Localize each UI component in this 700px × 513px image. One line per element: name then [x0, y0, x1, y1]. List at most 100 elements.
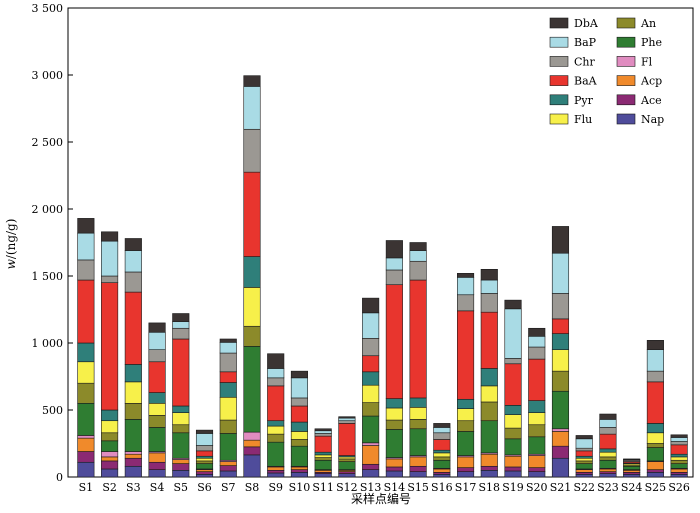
bar-stack-s24	[623, 458, 641, 478]
bar-segment-ace	[575, 472, 593, 475]
y-tick-label: 2 500	[32, 136, 64, 149]
bar-segment-flu	[172, 412, 190, 426]
bar-segment-phe	[243, 346, 261, 433]
bar-segment-chr	[409, 260, 427, 281]
bar-segment-an	[599, 456, 617, 461]
bar-segment-flu	[195, 457, 214, 462]
bar-segment-bap	[267, 368, 285, 379]
bar-segment-flu	[409, 407, 427, 420]
legend-label: Ace	[640, 94, 662, 107]
legend-label: DbA	[574, 17, 599, 30]
bar-segment-baa	[504, 363, 522, 406]
bar-segment-baa	[433, 439, 451, 451]
bar-segment-ace	[670, 472, 688, 475]
bar-segment-dba	[172, 313, 190, 322]
bar-segment-an	[504, 427, 522, 440]
bar-segment-baa	[385, 284, 403, 399]
bar-segment-phe	[409, 428, 427, 456]
bar-segment-bap	[101, 240, 119, 277]
bar-segment-bap	[338, 417, 356, 422]
bar-stack-s8	[243, 75, 261, 478]
x-tick-label: S15	[407, 481, 429, 494]
bar-stack-s3	[124, 238, 142, 478]
x-tick-label: S18	[479, 481, 501, 494]
bar-segment-an	[243, 325, 261, 347]
bar-segment-fl	[101, 451, 119, 458]
bar-stack-s14	[385, 240, 403, 478]
bar-segment-bap	[195, 433, 214, 446]
bar-segment-nap	[195, 474, 214, 478]
bar-segment-flu	[243, 287, 261, 327]
legend-item-phe: Phe	[616, 36, 662, 49]
bar-segment-ace	[385, 466, 403, 472]
bar-segment-baa	[195, 450, 214, 457]
x-tick-label: S14	[384, 481, 406, 494]
bar-segment-flu	[504, 414, 522, 429]
bar-segment-chr	[148, 349, 166, 363]
bar-segment-acp	[314, 469, 332, 473]
bar-segment-baa	[77, 279, 95, 344]
bar-segment-dba	[623, 458, 641, 460]
bar-segment-ace	[646, 469, 664, 473]
bar-segment-pyr	[195, 455, 214, 459]
bar-segment-nap	[338, 473, 356, 478]
bar-segment-flu	[480, 385, 498, 403]
bar-segment-acp	[599, 468, 617, 472]
x-tick-label: S23	[597, 481, 619, 494]
bar-segment-acp	[195, 469, 214, 472]
bar-segment-baa	[551, 318, 570, 334]
bar-segment-nap	[575, 474, 593, 478]
bar-segment-flu	[670, 456, 688, 461]
bar-segment-chr	[670, 441, 688, 446]
bar-segment-acp	[290, 466, 308, 470]
bar-segment-ace	[172, 463, 190, 471]
bar-segment-acp	[148, 452, 166, 463]
x-tick-label: S9	[268, 481, 283, 494]
bar-segment-nap	[646, 472, 664, 478]
bar-segment-baa	[124, 291, 142, 365]
bar-segment-flu	[267, 425, 285, 435]
bar-segment-dba	[528, 327, 546, 337]
bar-segment-acp	[362, 445, 380, 465]
bar-segment-baa	[457, 310, 475, 400]
bar-segment-chr	[243, 128, 261, 173]
bar-segment-chr	[528, 346, 546, 360]
legend-swatch	[616, 56, 636, 67]
bar-segment-bap	[219, 342, 237, 354]
bar-segment-flu	[148, 402, 166, 416]
bar-segment-an	[338, 458, 356, 462]
bar-segment-nap	[409, 471, 427, 478]
bar-segment-acp	[457, 456, 475, 468]
bar-segment-pyr	[670, 453, 688, 458]
legend-item-dba: DbA	[549, 17, 599, 30]
bar-segment-acp	[172, 459, 190, 464]
bar-stack-s18	[480, 268, 498, 478]
x-tick-label: S10	[289, 481, 311, 494]
bar-stack-s16	[433, 423, 451, 478]
x-tick-label: S5	[174, 481, 189, 494]
bar-segment-acp	[433, 468, 451, 473]
bar-stack-s21	[551, 226, 570, 478]
bar-stack-s15	[409, 242, 427, 478]
legend-swatch	[616, 75, 636, 86]
bar-segment-bap	[124, 250, 142, 273]
bar-segment-an	[551, 370, 570, 392]
bar-segment-chr	[433, 432, 451, 440]
bar-segment-an	[195, 460, 214, 464]
bar-segment-an	[409, 419, 427, 430]
bar-segment-chr	[314, 433, 332, 437]
bar-segment-bap	[457, 277, 475, 296]
legend-item-nap: Nap	[616, 113, 664, 126]
bar-segment-pyr	[528, 400, 546, 413]
bar-segment-baa	[267, 385, 285, 422]
bar-segment-dba	[124, 238, 142, 251]
x-tick-label: S17	[455, 481, 477, 494]
bar-segment-chr	[362, 338, 380, 357]
x-axis-title: 采样点编号	[351, 491, 411, 506]
x-tick-label: S20	[526, 481, 548, 494]
bar-segment-chr	[480, 293, 498, 313]
legend-item-baa: BaA	[549, 75, 598, 88]
bar-segment-ace	[243, 446, 261, 456]
bar-segment-dba	[195, 429, 214, 434]
bar-segment-phe	[385, 429, 403, 458]
